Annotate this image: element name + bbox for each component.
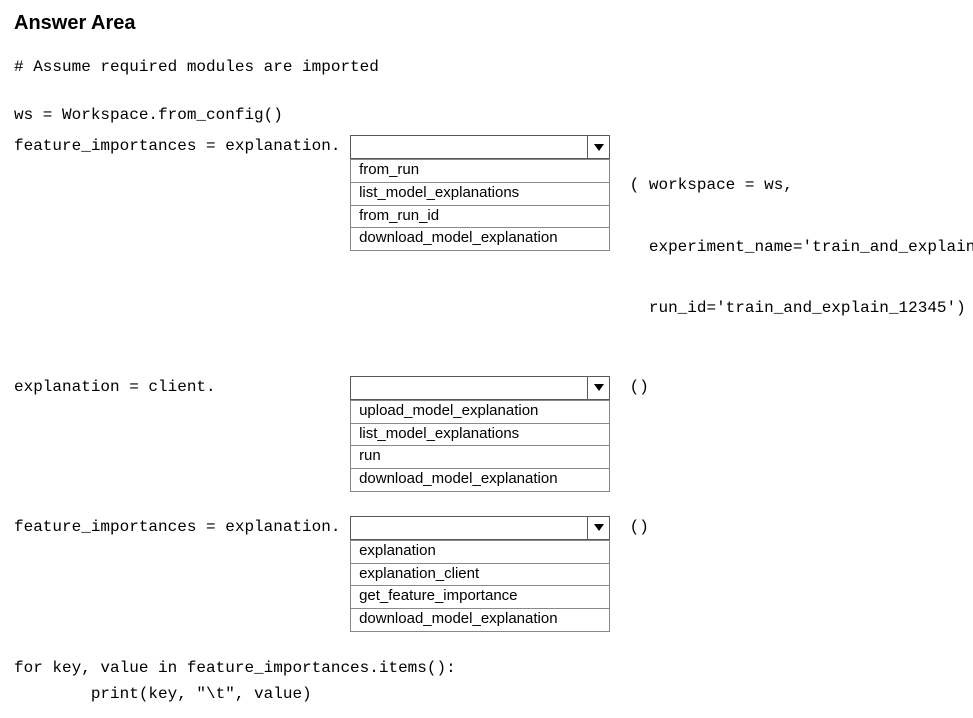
code-right-2: () bbox=[610, 376, 649, 396]
code-left-3: feature_importances = explanation. bbox=[14, 516, 350, 536]
chevron-down-icon bbox=[594, 144, 604, 151]
code-row-3: feature_importances = explanation. expla… bbox=[14, 516, 959, 632]
code-right-1-line1: ( workspace = ws, bbox=[620, 173, 973, 199]
page-title: Answer Area bbox=[14, 12, 959, 35]
dropdown-option[interactable]: from_run_id bbox=[351, 205, 609, 228]
code-line-ws: ws = Workspace.from_config() bbox=[14, 103, 959, 127]
dropdown-option[interactable]: run bbox=[351, 445, 609, 468]
dropdown-1-caret[interactable] bbox=[587, 136, 609, 158]
dropdown-option[interactable]: explanation bbox=[351, 540, 609, 563]
dropdown-2: upload_model_explanation list_model_expl… bbox=[350, 376, 610, 492]
dropdown-3: explanation explanation_client get_featu… bbox=[350, 516, 610, 632]
dropdown-option[interactable]: upload_model_explanation bbox=[351, 400, 609, 423]
dropdown-2-options: upload_model_explanation list_model_expl… bbox=[350, 400, 610, 492]
dropdown-1-value bbox=[351, 136, 587, 158]
dropdown-1: from_run list_model_explanations from_ru… bbox=[350, 135, 610, 251]
chevron-down-icon bbox=[594, 524, 604, 531]
dropdown-option[interactable]: download_model_explanation bbox=[351, 227, 609, 250]
code-loop-line2: print(key, "\t", value) bbox=[14, 682, 959, 706]
dropdown-2-head[interactable] bbox=[350, 376, 610, 400]
spacer bbox=[14, 79, 959, 101]
dropdown-option[interactable]: list_model_explanations bbox=[351, 423, 609, 446]
dropdown-option[interactable]: list_model_explanations bbox=[351, 182, 609, 205]
code-left-1: feature_importances = explanation. bbox=[14, 135, 350, 155]
dropdown-option[interactable]: get_feature_importance bbox=[351, 585, 609, 608]
dropdown-1-options: from_run list_model_explanations from_ru… bbox=[350, 159, 610, 251]
code-row-2: explanation = client. upload_model_expla… bbox=[14, 376, 959, 492]
dropdown-option[interactable]: download_model_explanation bbox=[351, 608, 609, 631]
code-loop-line1: for key, value in feature_importances.it… bbox=[14, 656, 959, 680]
dropdown-2-value bbox=[351, 377, 587, 399]
code-right-1: ( workspace = ws, experiment_name='train… bbox=[610, 135, 973, 358]
code-right-1-line3: run_id='train_and_explain_12345') bbox=[620, 296, 973, 322]
code-right-1-line2: experiment_name='train_and_explain', bbox=[620, 235, 973, 261]
dropdown-3-caret[interactable] bbox=[587, 517, 609, 539]
dropdown-option[interactable]: explanation_client bbox=[351, 563, 609, 586]
dropdown-2-caret[interactable] bbox=[587, 377, 609, 399]
dropdown-3-head[interactable] bbox=[350, 516, 610, 540]
dropdown-option[interactable]: download_model_explanation bbox=[351, 468, 609, 491]
dropdown-1-head[interactable] bbox=[350, 135, 610, 159]
code-right-3: () bbox=[610, 516, 649, 536]
chevron-down-icon bbox=[594, 384, 604, 391]
code-comment: # Assume required modules are imported bbox=[14, 55, 959, 79]
code-left-2: explanation = client. bbox=[14, 376, 350, 396]
dropdown-option[interactable]: from_run bbox=[351, 159, 609, 182]
dropdown-3-value bbox=[351, 517, 587, 539]
code-row-1: feature_importances = explanation. from_… bbox=[14, 135, 959, 358]
dropdown-3-options: explanation explanation_client get_featu… bbox=[350, 540, 610, 632]
